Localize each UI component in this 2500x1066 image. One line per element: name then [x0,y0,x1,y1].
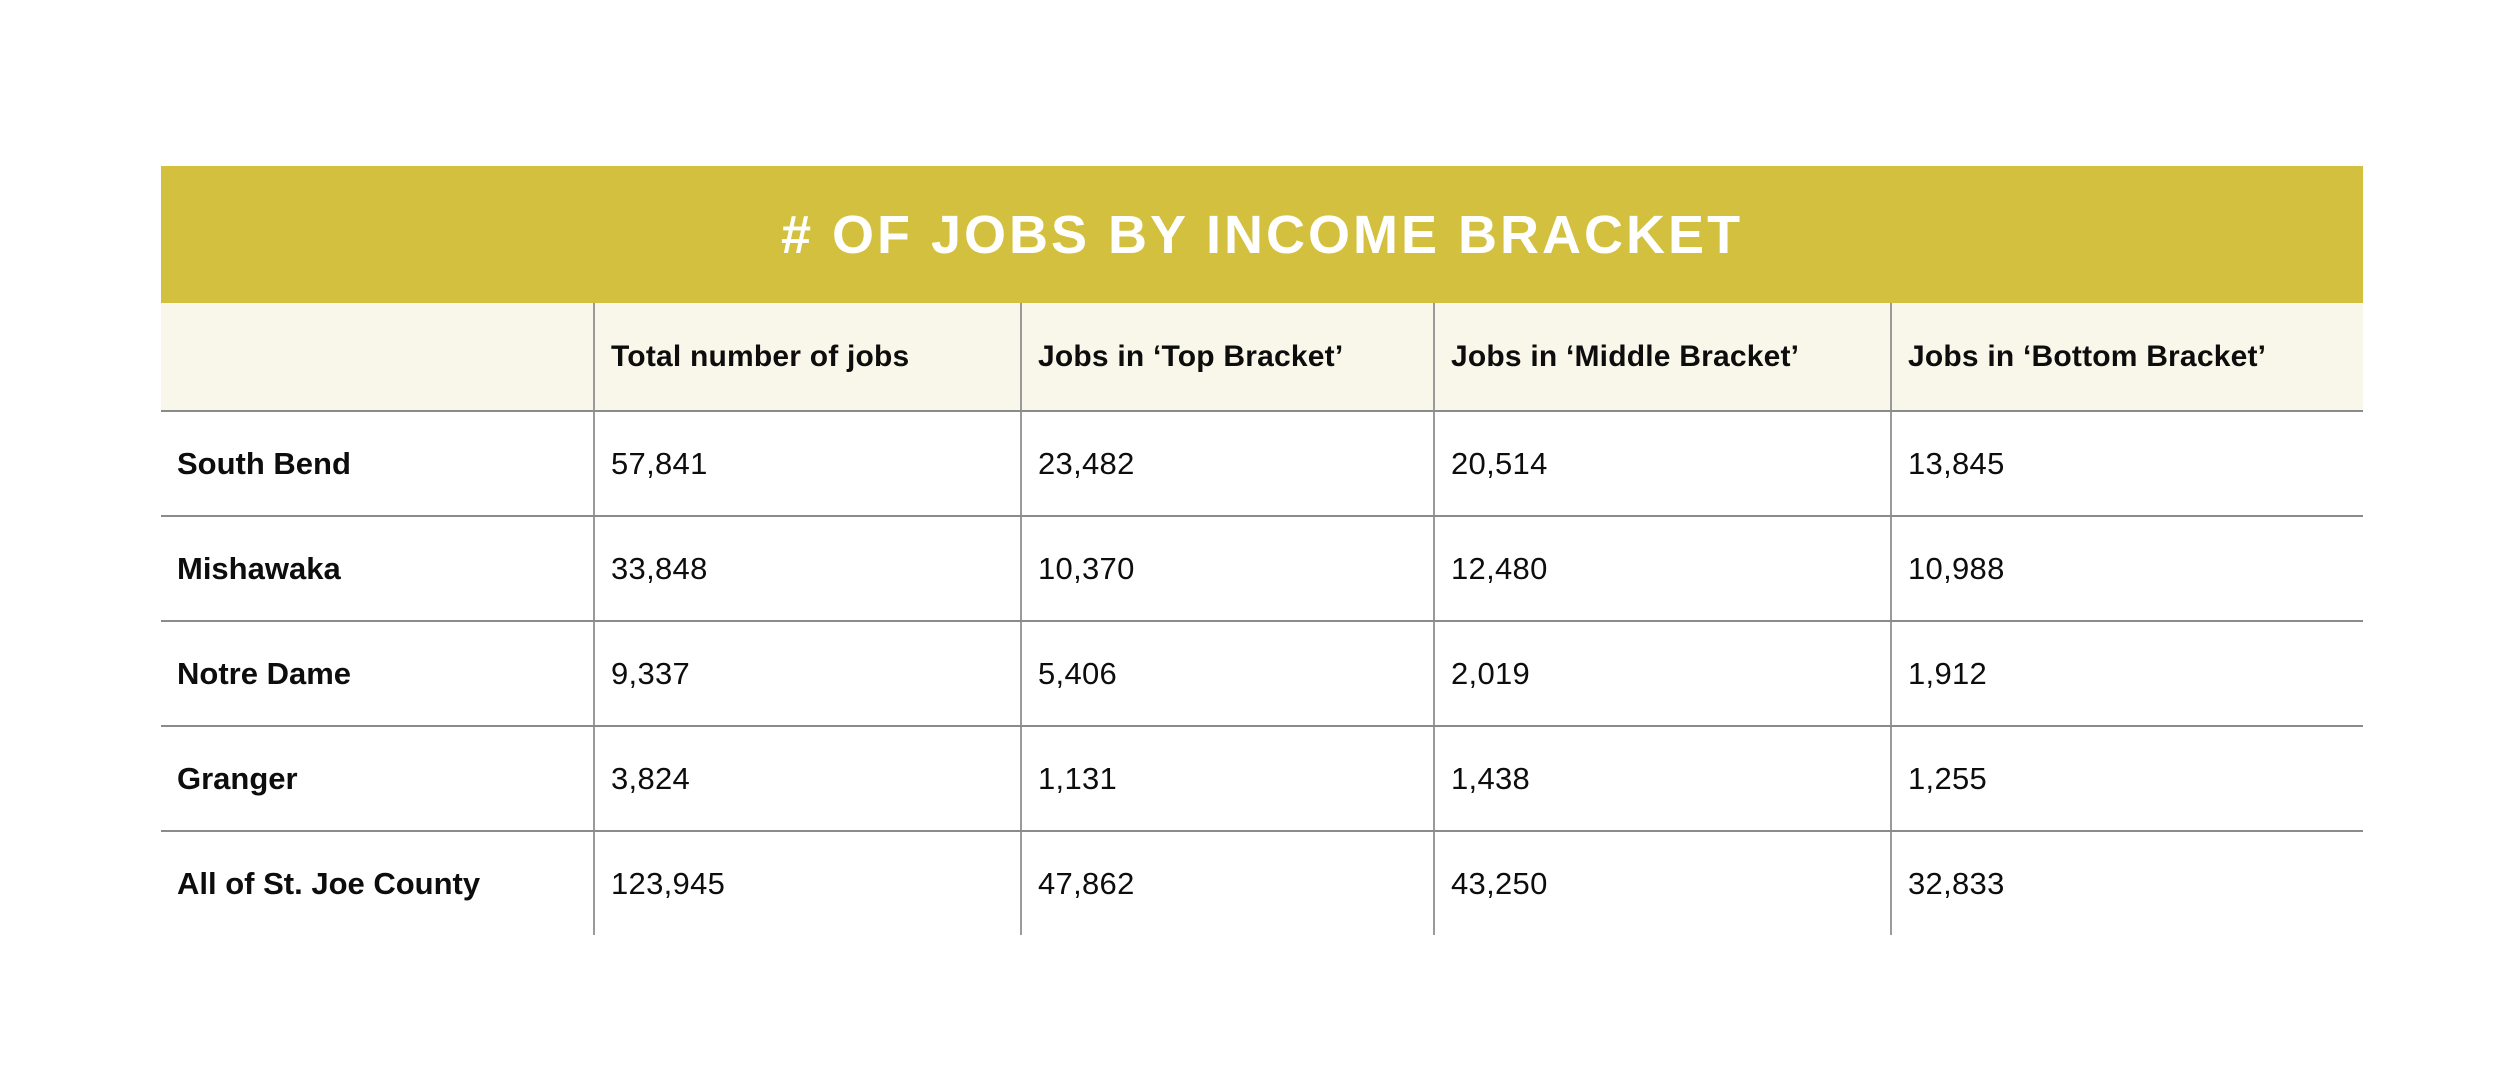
table-title: # OF JOBS BY INCOME BRACKET [780,204,1744,265]
cell-top-bracket: 47,862 [1020,832,1433,935]
row-label: All of St. Joe County [177,865,481,901]
cell-total-jobs: 123,945 [593,832,1020,935]
table-row: Granger 3,824 1,131 1,438 1,255 [161,725,2363,830]
header-cell-total-jobs: Total number of jobs [593,303,1020,410]
row-label: Mishawaka [177,550,341,586]
cell-top-bracket: 5,406 [1020,622,1433,725]
table-row: Mishawaka 33,848 10,370 12,480 10,988 [161,515,2363,620]
cell-bottom-bracket: 1,255 [1890,727,2363,830]
row-label: Granger [177,760,298,796]
row-label: South Bend [177,445,351,481]
table-row: All of St. Joe County 123,945 47,862 43,… [161,830,2363,935]
cell-middle-bracket: 20,514 [1433,412,1890,515]
cell-total-jobs: 57,841 [593,412,1020,515]
cell-total-jobs: 9,337 [593,622,1020,725]
header-cell-empty [161,303,593,410]
table-row: South Bend 57,841 23,482 20,514 13,845 [161,410,2363,515]
cell-total-jobs: 3,824 [593,727,1020,830]
cell-middle-bracket: 43,250 [1433,832,1890,935]
jobs-by-income-table: # OF JOBS BY INCOME BRACKET Total number… [161,166,2363,935]
cell-total-jobs: 33,848 [593,517,1020,620]
cell-bottom-bracket: 10,988 [1890,517,2363,620]
header-cell-middle-bracket: Jobs in ‘Middle Bracket’ [1433,303,1890,410]
header-cell-top-bracket: Jobs in ‘Top Bracket’ [1020,303,1433,410]
cell-top-bracket: 23,482 [1020,412,1433,515]
cell-middle-bracket: 2,019 [1433,622,1890,725]
table-title-bar: # OF JOBS BY INCOME BRACKET [161,166,2363,303]
cell-top-bracket: 10,370 [1020,517,1433,620]
cell-middle-bracket: 1,438 [1433,727,1890,830]
cell-top-bracket: 1,131 [1020,727,1433,830]
header-cell-bottom-bracket: Jobs in ‘Bottom Bracket’ [1890,303,2363,410]
cell-bottom-bracket: 13,845 [1890,412,2363,515]
row-label: Notre Dame [177,655,351,691]
table-header-row: Total number of jobs Jobs in ‘Top Bracke… [161,303,2363,410]
cell-bottom-bracket: 32,833 [1890,832,2363,935]
table-row: Notre Dame 9,337 5,406 2,019 1,912 [161,620,2363,725]
cell-middle-bracket: 12,480 [1433,517,1890,620]
cell-bottom-bracket: 1,912 [1890,622,2363,725]
